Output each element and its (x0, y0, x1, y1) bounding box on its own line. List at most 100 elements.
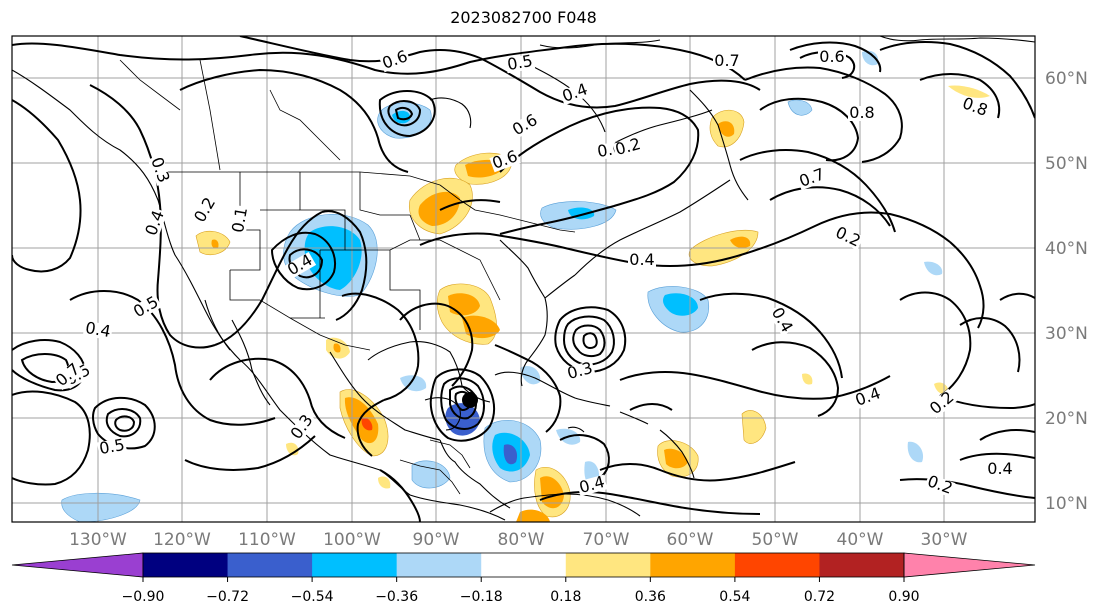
latitude-labels: 60°N 50°N 40°N 30°N 20°N 10°N (1045, 69, 1088, 514)
contour-label-background (143, 207, 168, 239)
latitude-label: 40°N (1045, 239, 1088, 259)
longitude-label: 80°W (498, 530, 545, 550)
map-frame (11, 35, 1036, 523)
contour-label-background (768, 304, 796, 337)
contour-label: 0.5 (98, 435, 126, 458)
contour-label-background (796, 166, 828, 191)
contour-label-background (230, 204, 251, 236)
anomaly-patch-negative (663, 293, 698, 316)
contour-label-background (288, 411, 317, 444)
contour-label: 0.5 (506, 51, 534, 74)
anomaly-patch-negative (304, 226, 362, 290)
contour-label: 0.6 (819, 47, 844, 66)
contour-label-background (284, 251, 317, 279)
colorbar-segment (819, 553, 905, 577)
contour-label-background (924, 473, 956, 498)
contour-label: 0.8 (849, 103, 874, 122)
colorbar-segment (312, 553, 398, 577)
anomaly-patch-negative (907, 441, 924, 463)
anomaly-patch-positive (333, 343, 341, 353)
contour-label-background (986, 462, 1014, 477)
anomaly-patch-positive (344, 397, 379, 444)
latitude-label: 20°N (1045, 409, 1088, 429)
contour-label-background (489, 148, 521, 173)
contour-label-background (559, 81, 591, 106)
colorbar-tick-label: −0.54 (291, 589, 334, 605)
anomaly-patch-negative (61, 492, 141, 522)
latitude-label: 60°N (1045, 69, 1088, 89)
contour-label-background (818, 50, 846, 65)
contour-label: 0.7 (714, 51, 739, 70)
contour-label-background (576, 474, 608, 497)
anomaly-patch-negative (411, 460, 451, 489)
contour-label: 0.1 (228, 206, 251, 234)
anomaly-patch-positive (211, 239, 219, 249)
contour-label: 0.4 (84, 318, 112, 341)
longitude-label: 120°W (153, 530, 211, 550)
anomaly-patch-negative (862, 50, 879, 66)
anomaly-patch-positive (948, 85, 990, 98)
contour-labels: 0.6 0.50.40.60.7 0.60.80.20.80.70.20.30.40… (52, 46, 1014, 498)
colorbar-tick-label: 0.18 (550, 589, 581, 605)
colorbar-segment (396, 553, 482, 577)
contour-label-background (379, 48, 411, 73)
colorbar-segment (650, 553, 736, 577)
colorbar-extension-high (903, 552, 1036, 578)
colorbar-tick-labels: −0.90 −0.72 −0.54 −0.36 −0.18 0.18 0.36 0.54 0.7… (122, 577, 920, 605)
colorbar-tick-label: −0.18 (460, 589, 503, 605)
contour-label: 0.4 (987, 459, 1012, 478)
colorbar-tick-label: −0.90 (122, 589, 165, 605)
colorbar-extension-low (11, 552, 144, 578)
colorbar-tick-label: 0.72 (804, 589, 835, 605)
contour-label-background (628, 253, 656, 268)
contour-label-background (713, 54, 741, 69)
contour-label-background (130, 293, 163, 321)
contour-label-background (852, 385, 884, 410)
anomaly-patch-negative (924, 261, 943, 276)
contour-label-background (831, 224, 864, 251)
contour-label-background (959, 95, 991, 120)
longitude-label: 30°W (921, 530, 968, 550)
contour-label-background (191, 194, 219, 227)
longitude-label: 130°W (69, 530, 127, 550)
contour-label-background (564, 360, 596, 383)
anomaly-patch-negative (787, 99, 813, 116)
contour-label-background (509, 111, 542, 139)
contour-label-background (504, 53, 536, 74)
colorbar (11, 552, 1036, 578)
anomaly-patch-negative (520, 365, 541, 385)
anomaly-patch-positive (664, 448, 688, 469)
longitude-label: 50°W (752, 530, 799, 550)
longitude-label: 100°W (323, 530, 381, 550)
anomaly-patch-positive (730, 236, 751, 248)
contour-label-background (82, 320, 114, 341)
contour-label-background (848, 106, 876, 121)
longitude-label: 60°W (667, 530, 714, 550)
contour-label-background (612, 136, 644, 159)
colorbar-tick-label: −0.36 (375, 589, 418, 605)
anomaly-patch-negative (503, 444, 518, 465)
colorbar-outline (142, 552, 905, 578)
graticule (12, 36, 1035, 522)
anomaly-patch-positive (540, 476, 564, 509)
map-title: 2023082700 F048 (450, 8, 597, 27)
contour-label-background (926, 388, 958, 419)
contour-label-background (52, 360, 84, 391)
latitude-label: 10°N (1045, 494, 1088, 514)
colorbar-segment (565, 553, 651, 577)
longitude-label: 90°W (413, 530, 460, 550)
anomaly-patch-positive (418, 191, 460, 226)
colorbar-segment (481, 553, 567, 577)
colorbar-tick-label: −0.72 (206, 589, 249, 605)
colorbar-tick-label: 0.54 (719, 589, 750, 605)
anomaly-patch-positive (361, 417, 373, 431)
anomaly-patch-positive (516, 509, 550, 522)
contour-label-background (96, 437, 128, 458)
longitude-labels: 130°W 120°W 110°W 100°W 90°W 80°W 70°W 60°W 50°W… (69, 530, 968, 550)
colorbar-segment (734, 553, 820, 577)
anomaly-patch-positive (802, 373, 813, 385)
longitude-label: 110°W (238, 530, 296, 550)
contour-label: 0.4 (629, 250, 654, 269)
political-borders (119, 59, 576, 495)
colorbar-tick-label: 0.36 (635, 589, 666, 605)
